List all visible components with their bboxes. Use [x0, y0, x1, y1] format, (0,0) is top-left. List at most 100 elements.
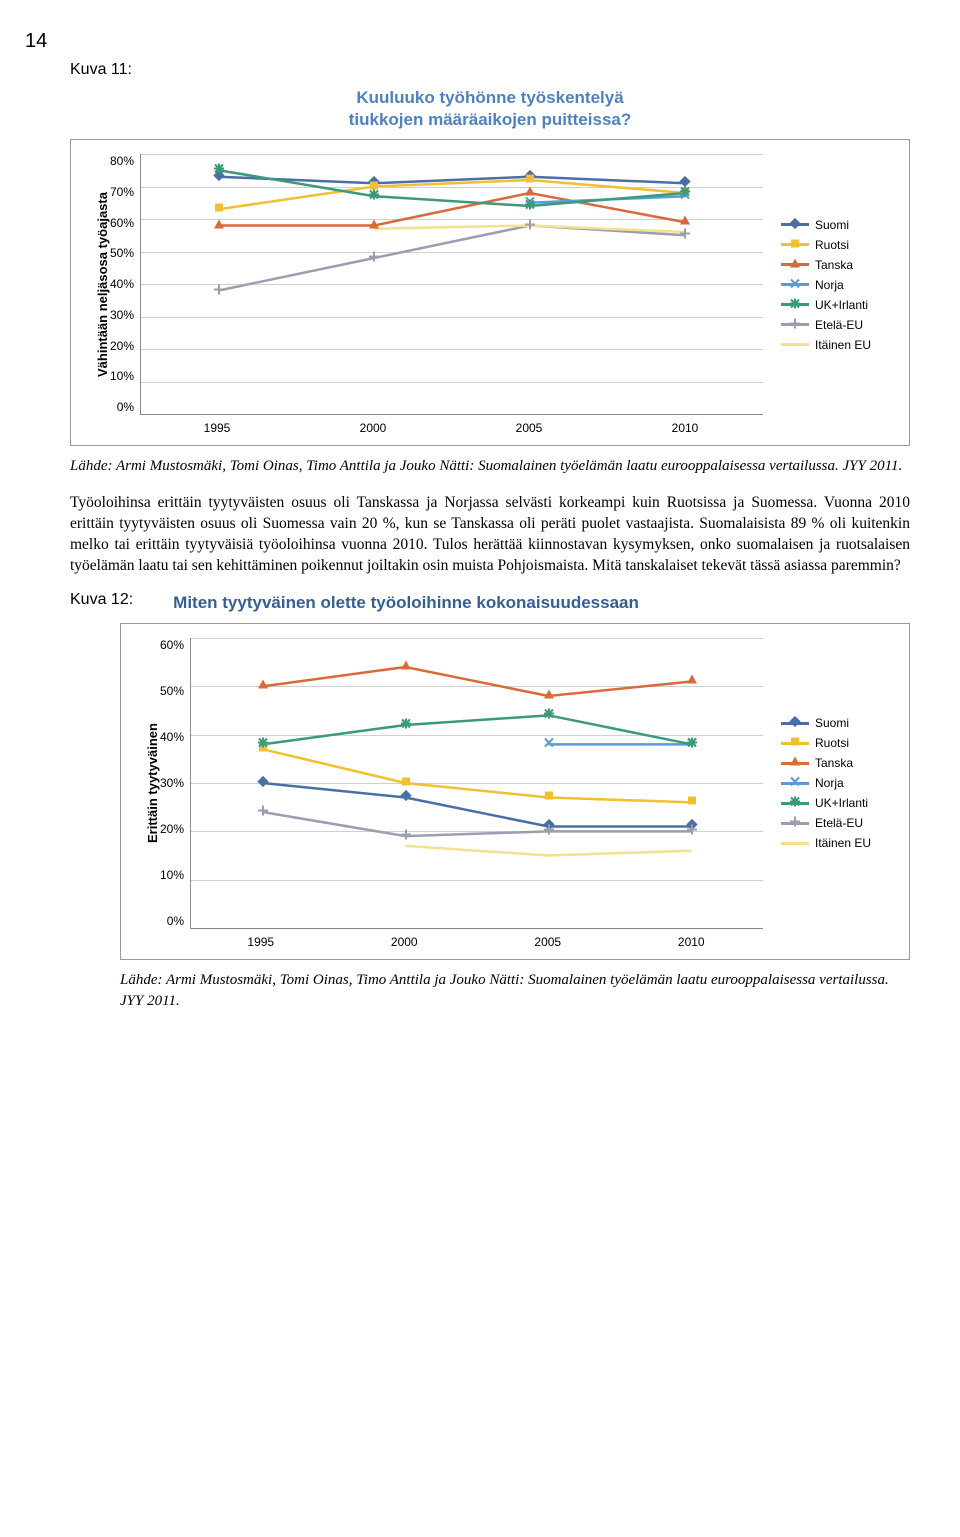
figure1-plot-area [140, 154, 763, 415]
ytick-label: 10% [110, 369, 134, 383]
figure2-ylabel: Erittäin tyytyväinen [139, 638, 160, 929]
legend-label: Itäinen EU [815, 338, 871, 352]
legend-item: Tanska [781, 258, 891, 272]
xtick-label: 2005 [451, 421, 607, 435]
ytick-label: 40% [160, 730, 184, 744]
legend-label: Etelä-EU [815, 816, 863, 830]
figure1-legend: Suomi Ruotsi Tanska Norja UK+Irlanti Etelä-EU… [763, 154, 891, 415]
data-marker [542, 707, 556, 724]
legend-item: Etelä-EU [781, 318, 891, 332]
ytick-label: 30% [160, 776, 184, 790]
legend-item: Etelä-EU [781, 816, 891, 830]
figure2-plot-area [190, 638, 763, 929]
legend-item: UK+Irlanti [781, 298, 891, 312]
legend-label: Norja [815, 278, 844, 292]
ytick-label: 60% [160, 638, 184, 652]
xtick-label: 2010 [607, 421, 763, 435]
data-marker [399, 789, 413, 806]
data-marker [212, 217, 226, 234]
data-marker [685, 823, 699, 840]
data-marker [542, 736, 556, 753]
figure1-xaxis: 1995200020052010 [139, 415, 763, 435]
data-marker [256, 803, 270, 820]
figure1-ylabel: Vähintään neljäsosa työajasta [89, 154, 110, 415]
legend-label: Suomi [815, 716, 849, 730]
legend-label: Ruotsi [815, 238, 849, 252]
legend-label: UK+Irlanti [815, 796, 868, 810]
figure1-title-line2: tiukkojen määräaikojen puitteissa? [349, 110, 631, 129]
xtick-label: 2000 [333, 935, 477, 949]
data-marker [367, 188, 381, 205]
figure1-label: Kuva 11: [70, 61, 910, 79]
data-marker [399, 716, 413, 733]
data-marker [212, 162, 226, 179]
legend-item: Ruotsi [781, 736, 891, 750]
figure1-title-line1: Kuuluuko työhönne työskentelyä [356, 88, 623, 107]
data-marker [685, 673, 699, 690]
legend-label: Itäinen EU [815, 836, 871, 850]
data-marker [399, 658, 413, 675]
ytick-label: 80% [110, 154, 134, 168]
ytick-label: 40% [110, 277, 134, 291]
figure1-frame: Vähintään neljäsosa työajasta 80% 70% 60% 5… [70, 139, 910, 446]
legend-item: Itäinen EU [781, 836, 891, 850]
data-marker [678, 185, 692, 202]
data-marker [399, 828, 413, 845]
legend-label: Etelä-EU [815, 318, 863, 332]
ytick-label: 20% [110, 339, 134, 353]
figure2-xaxis: 1995200020052010 [189, 929, 763, 949]
ytick-label: 70% [110, 185, 134, 199]
ytick-label: 60% [110, 216, 134, 230]
legend-item: Ruotsi [781, 238, 891, 252]
figure2-label: Kuva 12: [70, 591, 133, 609]
ytick-label: 20% [160, 822, 184, 836]
data-marker [523, 198, 537, 215]
paragraph: Työoloihinsa erittäin tyytyväisten osuus… [70, 493, 910, 577]
legend-item: Tanska [781, 756, 891, 770]
page-number: 14 [25, 30, 910, 53]
legend-label: Ruotsi [815, 736, 849, 750]
data-marker [542, 823, 556, 840]
data-marker [256, 678, 270, 695]
data-marker [367, 217, 381, 234]
ytick-label: 30% [110, 308, 134, 322]
ytick-label: 0% [110, 400, 134, 414]
legend-label: Suomi [815, 218, 849, 232]
figure1-title: Kuuluuko työhönne työskentelyä tiukkojen… [70, 87, 910, 131]
figure2-source: Lähde: Armi Mustosmäki, Tomi Oinas, Timo… [120, 970, 910, 1012]
legend-label: Tanska [815, 756, 853, 770]
legend-label: UK+Irlanti [815, 298, 868, 312]
data-marker [399, 774, 413, 791]
figure2-frame: Erittäin tyytyväinen 60% 50% 40% 30% 20% 10% 0… [120, 623, 910, 960]
ytick-label: 50% [160, 684, 184, 698]
xtick-label: 2000 [295, 421, 451, 435]
data-marker [367, 250, 381, 267]
xtick-label: 1995 [139, 421, 295, 435]
legend-label: Tanska [815, 258, 853, 272]
figure1-yaxis: 80% 70% 60% 50% 40% 30% 20% 10% 0% [110, 154, 140, 414]
data-marker [685, 736, 699, 753]
xtick-label: 1995 [189, 935, 333, 949]
figure2-title: Miten tyytyväinen olette työoloihinne ko… [173, 591, 910, 613]
data-marker [542, 687, 556, 704]
data-marker [256, 774, 270, 791]
figure1-source: Lähde: Armi Mustosmäki, Tomi Oinas, Timo… [70, 456, 910, 477]
ytick-label: 0% [160, 914, 184, 928]
data-marker [212, 201, 226, 218]
xtick-label: 2005 [476, 935, 620, 949]
legend-item: Suomi [781, 218, 891, 232]
data-marker [685, 794, 699, 811]
legend-label: Norja [815, 776, 844, 790]
legend-item: Norja [781, 278, 891, 292]
xtick-label: 2010 [620, 935, 764, 949]
data-marker [678, 227, 692, 244]
ytick-label: 10% [160, 868, 184, 882]
ytick-label: 50% [110, 246, 134, 260]
data-marker [212, 282, 226, 299]
figure2-yaxis: 60% 50% 40% 30% 20% 10% 0% [160, 638, 190, 928]
legend-item: Suomi [781, 716, 891, 730]
legend-item: Itäinen EU [781, 338, 891, 352]
figure2-legend: Suomi Ruotsi Tanska Norja UK+Irlanti Etelä-EU… [763, 638, 891, 929]
data-marker [523, 217, 537, 234]
legend-item: Norja [781, 776, 891, 790]
